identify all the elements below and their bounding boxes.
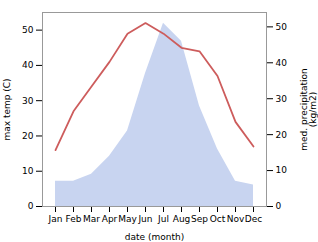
- svg-text:0: 0: [28, 201, 34, 211]
- svg-text:50: 50: [276, 22, 288, 32]
- svg-text:Oct: Oct: [210, 214, 226, 224]
- svg-text:Nov: Nov: [227, 214, 245, 224]
- svg-text:50: 50: [22, 25, 34, 35]
- svg-text:Apr: Apr: [102, 214, 118, 224]
- svg-text:Dec: Dec: [245, 214, 262, 224]
- svg-text:20: 20: [22, 131, 34, 141]
- svg-text:10: 10: [22, 166, 34, 176]
- svg-text:Sep: Sep: [191, 214, 208, 224]
- svg-text:Aug: Aug: [173, 214, 191, 224]
- svg-text:max temp (C): max temp (C): [2, 78, 12, 140]
- svg-text:0: 0: [276, 201, 282, 211]
- svg-text:Mar: Mar: [83, 214, 100, 224]
- svg-text:30: 30: [22, 96, 34, 106]
- svg-text:Jan: Jan: [48, 214, 63, 224]
- svg-text:Jul: Jul: [157, 214, 169, 224]
- svg-text:May: May: [118, 214, 137, 224]
- svg-text:40: 40: [276, 58, 288, 68]
- svg-text:med. precipitation(kg/m2): med. precipitation(kg/m2): [299, 68, 318, 150]
- svg-text:20: 20: [276, 130, 288, 140]
- svg-text:10: 10: [276, 165, 288, 175]
- svg-text:Jun: Jun: [137, 214, 152, 224]
- svg-text:Feb: Feb: [66, 214, 82, 224]
- svg-text:40: 40: [22, 60, 34, 70]
- svg-text:date (month): date (month): [125, 232, 184, 242]
- svg-text:30: 30: [276, 94, 288, 104]
